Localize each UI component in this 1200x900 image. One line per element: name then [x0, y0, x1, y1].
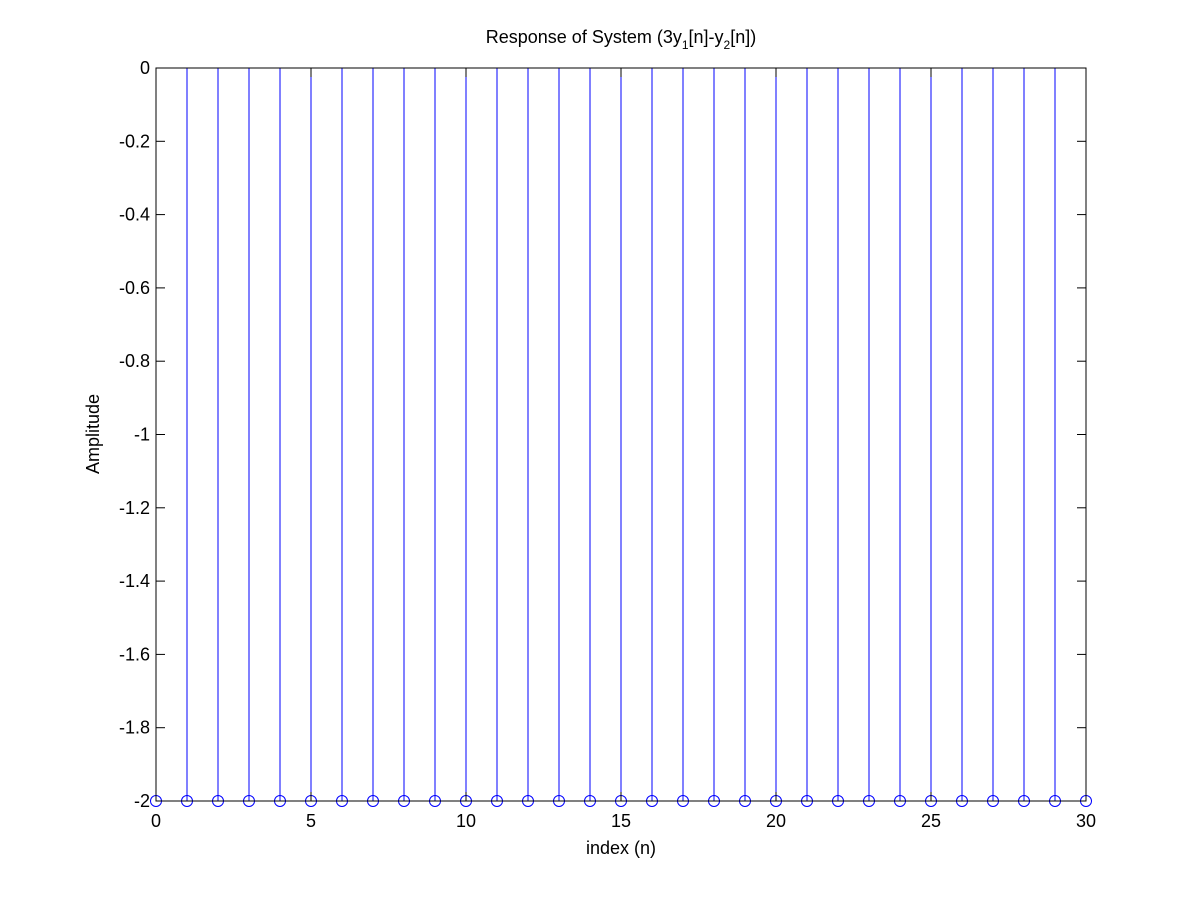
x-tick-label: 25: [921, 811, 941, 831]
x-tick-label: 10: [456, 811, 476, 831]
y-tick-label: -0.6: [119, 278, 150, 298]
x-axis-ticks: 0 5 10 15 20 25 30: [151, 68, 1096, 831]
x-tick-label: 0: [151, 811, 161, 831]
y-tick-label: -2: [134, 791, 150, 811]
y-tick-label: -1.8: [119, 718, 150, 738]
y-tick-label: -0.2: [119, 131, 150, 151]
chart-title: Response of System (3y1[n]-y2[n]): [486, 27, 757, 52]
y-tick-label: -0.8: [119, 351, 150, 371]
y-tick-label: -1: [134, 425, 150, 445]
y-axis-label: Amplitude: [83, 394, 103, 474]
y-axis-ticks: 0 -0.2 -0.4 -0.6 -0.8 -1 -1.2 -1.4 -1.6 -1.8 -2: [119, 58, 1086, 811]
y-tick-label: -1.2: [119, 498, 150, 518]
x-tick-label: 5: [306, 811, 316, 831]
y-tick-label: -0.4: [119, 205, 150, 225]
x-tick-label: 15: [611, 811, 631, 831]
y-tick-label: -1.4: [119, 571, 150, 591]
y-tick-label: 0: [140, 58, 150, 78]
x-tick-label: 30: [1076, 811, 1096, 831]
y-tick-label: -1.6: [119, 644, 150, 664]
x-axis-label: index (n): [586, 838, 656, 858]
stem-series: [150, 68, 1092, 807]
x-tick-label: 20: [766, 811, 786, 831]
